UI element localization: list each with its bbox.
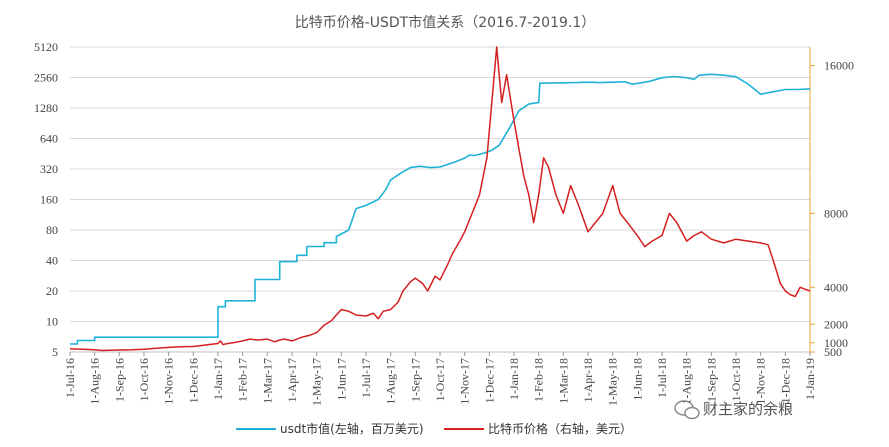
- x-tick-label: 1-Jul-16: [63, 358, 77, 398]
- x-tick-label: 1-Jun-17: [334, 358, 348, 401]
- right-tick-label: 500: [824, 345, 842, 359]
- x-tick-label: 1-Jan-19: [803, 358, 817, 400]
- legend-label-usdt: usdt市值(左轴，百万美元): [280, 421, 424, 436]
- left-tick-label: 2560: [34, 71, 58, 85]
- x-tick-label: 1-Jan-18: [507, 358, 521, 400]
- x-tick-label: 1-Dec-18: [778, 358, 792, 403]
- legend: usdt市值(左轴，百万美元) 比特币价格（右轴，美元）: [236, 421, 632, 436]
- x-tick-label: 1-Mar-18: [556, 358, 570, 404]
- x-tick-label: 1-Aug-16: [88, 358, 102, 405]
- left-tick-label: 5120: [34, 40, 58, 54]
- left-tick-label: 80: [46, 223, 58, 237]
- series-line-usdt: [70, 73, 811, 345]
- right-tick-label: 8000: [824, 206, 848, 220]
- x-tick-label: 1-Feb-18: [532, 358, 546, 402]
- x-tick-label: 1-Dec-17: [482, 358, 496, 403]
- left-tick-label: 10: [46, 315, 58, 329]
- x-tick-label: 1-Jul-18: [655, 358, 669, 398]
- x-tick-label: 1-May-18: [606, 358, 620, 406]
- watermark-text: 财主家的余粮: [703, 400, 793, 418]
- wechat-icon: [674, 400, 700, 420]
- left-tick-label: 640: [40, 132, 58, 146]
- x-tick-label: 1-Oct-17: [433, 358, 447, 401]
- chart-title: 比特币价格-USDT市值关系（2016.7-2019.1）: [295, 14, 596, 31]
- x-tick-label: 1-Sep-18: [704, 358, 718, 402]
- x-tick-label: 1-Jul-17: [359, 358, 373, 398]
- x-tick-label: 1-Apr-18: [581, 358, 595, 402]
- x-tick-label: 1-Apr-17: [285, 358, 299, 402]
- x-tick-label: 1-Dec-16: [186, 358, 200, 403]
- left-tick-label: 1280: [34, 101, 58, 115]
- left-axis: 5 10 20 40 80 160 320 640 1280 2560 5120: [34, 40, 58, 359]
- left-tick-label: 20: [46, 284, 58, 298]
- x-tick-label: 1-Nov-16: [162, 358, 176, 405]
- series-lines: [69, 46, 811, 352]
- x-tick-label: 1-Aug-17: [384, 358, 398, 405]
- series-line-btc: [69, 46, 811, 352]
- right-tick-label: 16000: [824, 58, 854, 72]
- x-tick-label: 1-Oct-18: [729, 358, 743, 401]
- right-tick-label: 1000: [824, 336, 848, 350]
- x-tick-label: 1-Sep-16: [112, 358, 126, 402]
- x-tick-label: 1-Jun-18: [630, 358, 644, 401]
- right-tick-label: 2000: [824, 317, 848, 331]
- legend-label-btc: 比特币价格（右轴，美元）: [488, 421, 632, 436]
- watermark: 财主家的余粮: [674, 400, 793, 420]
- x-tick-label: 1-Oct-16: [137, 358, 151, 401]
- right-tick-label: 4000: [824, 280, 848, 294]
- x-tick-label: 1-Aug-18: [680, 358, 694, 405]
- x-tick-label: 1-Jan-17: [211, 358, 225, 400]
- x-tick-label: 1-Nov-17: [458, 358, 472, 405]
- x-tick-label: 1-Mar-17: [260, 358, 274, 404]
- grid: [70, 46, 810, 353]
- x-tick-label: 1-Feb-17: [236, 358, 250, 402]
- left-tick-label: 320: [40, 162, 58, 176]
- left-tick-label: 40: [46, 254, 58, 268]
- x-tick-label: 1-Nov-18: [754, 358, 768, 405]
- x-axis: 1-Jul-16 1-Aug-16 1-Sep-16 1-Oct-16 1-Nov-16…: [63, 352, 817, 406]
- x-tick-label: 1-Sep-17: [408, 358, 422, 402]
- x-tick-label: 1-May-17: [310, 358, 324, 406]
- left-tick-label: 160: [40, 193, 58, 207]
- left-tick-label: 5: [52, 345, 58, 359]
